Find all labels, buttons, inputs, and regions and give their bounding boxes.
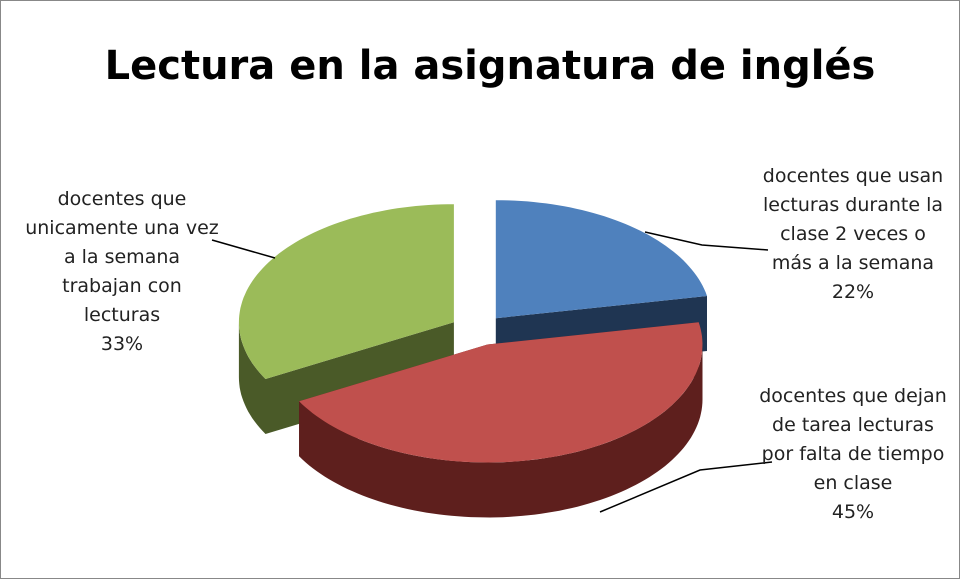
chart-title: Lectura en la asignatura de inglés: [105, 43, 876, 89]
value-label: 33%: [100, 333, 144, 355]
leader-line: [644, 231, 769, 251]
category-label: docentes que unicamente una vez a la sem…: [25, 188, 219, 326]
pie-slice: [299, 322, 703, 463]
label-box: docentes que usan lecturas durante la cl…: [758, 162, 948, 307]
pie-slice: [495, 200, 707, 319]
data-label: docentes que unicamente una vez a la sem…: [22, 185, 222, 359]
data-label: docentes que dejan de tarea lecturas por…: [758, 382, 948, 527]
value-label: 45%: [831, 501, 875, 523]
slice-wall: [238, 322, 266, 434]
leader-line: [599, 461, 773, 513]
category-label: docentes que dejan de tarea lecturas por…: [759, 385, 947, 494]
data-label: docentes que usan lecturas durante la cl…: [758, 162, 948, 307]
slice-wall: [299, 344, 703, 518]
value-label: 22%: [831, 281, 875, 303]
label-box: docentes que dejan de tarea lecturas por…: [758, 382, 948, 527]
leader-line: [211, 239, 276, 259]
category-label: docentes que usan lecturas durante la cl…: [762, 165, 944, 274]
label-box: docentes que unicamente una vez a la sem…: [22, 185, 222, 359]
pie-slice: [238, 204, 454, 379]
